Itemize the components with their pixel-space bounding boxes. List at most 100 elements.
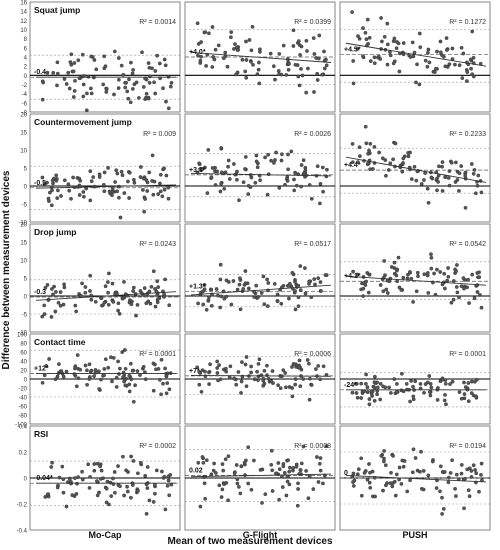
data-point <box>440 160 445 164</box>
data-point <box>410 470 415 475</box>
data-point <box>114 375 119 380</box>
y-tick-label: -80 <box>18 414 27 420</box>
data-point <box>365 385 370 390</box>
data-point <box>443 381 448 386</box>
data-point <box>114 168 119 173</box>
data-point <box>117 195 121 200</box>
data-point <box>145 189 150 193</box>
data-point <box>276 461 281 465</box>
data-point <box>246 286 251 291</box>
data-point <box>196 53 200 58</box>
data-point <box>409 177 414 181</box>
data-point <box>126 470 130 474</box>
data-point <box>223 50 228 55</box>
data-point <box>396 255 401 260</box>
data-point <box>317 33 322 38</box>
data-point <box>457 171 462 176</box>
data-point <box>277 467 282 472</box>
data-point <box>231 279 236 283</box>
data-point <box>131 289 135 293</box>
bias-label: 0 <box>344 470 348 477</box>
data-point <box>291 466 296 470</box>
data-point <box>236 370 241 374</box>
data-point <box>49 185 54 190</box>
data-point <box>116 86 121 90</box>
data-point <box>451 279 456 283</box>
data-point <box>123 348 127 352</box>
data-point <box>209 303 214 308</box>
data-point <box>325 167 329 172</box>
data-point <box>134 80 139 85</box>
data-point <box>430 459 435 464</box>
trend-line <box>190 172 332 177</box>
data-point <box>117 77 121 82</box>
data-point <box>440 512 444 516</box>
trend-line <box>345 42 487 67</box>
bias-label: -0.4 <box>34 69 46 76</box>
data-point <box>438 489 442 494</box>
data-point <box>350 390 355 395</box>
data-point <box>419 449 423 454</box>
data-point <box>461 51 466 56</box>
data-point <box>106 302 111 307</box>
data-point <box>130 71 135 76</box>
data-point <box>312 90 316 94</box>
data-point <box>449 160 454 165</box>
data-point <box>281 368 286 373</box>
data-point <box>92 462 97 466</box>
data-point <box>466 488 471 493</box>
data-point <box>313 282 317 287</box>
panel-title: Squat jump <box>34 5 80 15</box>
data-point <box>67 86 72 91</box>
data-point <box>386 168 391 172</box>
y-tick-label: -0.2 <box>17 503 28 509</box>
data-point <box>76 58 81 63</box>
data-point <box>466 399 471 404</box>
data-point <box>135 303 140 307</box>
data-point <box>279 301 284 306</box>
y-tick-label: 0 <box>24 477 28 483</box>
y-tick-label: 4 <box>24 56 28 62</box>
data-point <box>263 155 267 160</box>
data-point <box>158 181 162 186</box>
data-point <box>144 91 149 96</box>
data-point <box>62 77 67 81</box>
data-point <box>294 462 299 467</box>
data-point <box>306 66 310 71</box>
data-point <box>249 48 254 53</box>
data-point <box>75 353 80 357</box>
data-point <box>469 469 474 473</box>
data-point <box>384 173 388 178</box>
data-point <box>298 53 302 57</box>
data-point <box>153 483 157 487</box>
data-point <box>106 166 110 170</box>
data-point <box>144 301 149 306</box>
data-point <box>269 379 274 383</box>
data-point <box>318 377 323 382</box>
data-point <box>394 46 399 51</box>
data-point <box>350 142 355 146</box>
y-tick-label: 15 <box>20 131 27 137</box>
data-point <box>443 286 447 291</box>
data-point <box>283 371 288 375</box>
data-point <box>71 175 75 180</box>
data-point <box>418 45 423 50</box>
data-point <box>287 482 292 487</box>
data-point <box>241 180 246 185</box>
data-point <box>281 464 286 469</box>
data-point <box>366 151 370 156</box>
data-point <box>466 381 471 385</box>
data-point <box>412 164 417 169</box>
data-point <box>383 273 387 278</box>
data-point <box>55 374 60 379</box>
data-point <box>479 473 483 477</box>
data-point <box>45 283 50 287</box>
data-point <box>444 48 449 52</box>
data-point <box>196 301 200 306</box>
data-point <box>237 198 241 203</box>
data-point <box>74 309 79 314</box>
data-point <box>246 192 251 196</box>
data-point <box>278 386 283 391</box>
data-point <box>203 165 207 170</box>
data-point <box>55 60 60 65</box>
